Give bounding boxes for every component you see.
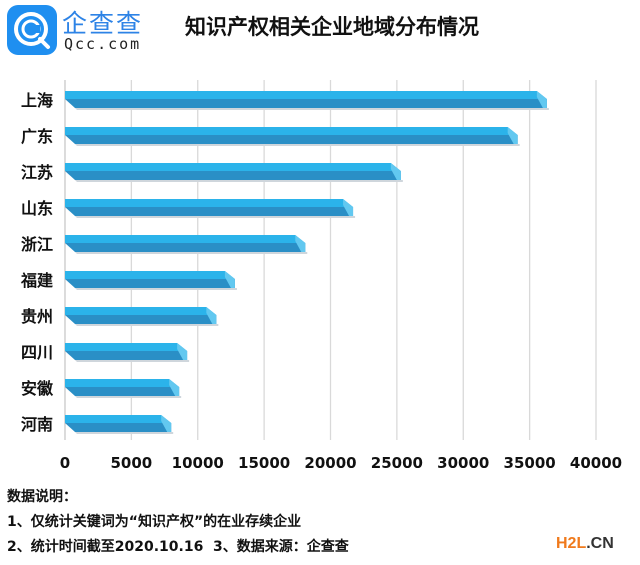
bar-bottom-face xyxy=(65,99,547,108)
bar-end-cap xyxy=(177,343,188,360)
bar xyxy=(65,415,174,434)
category-label: 安徽 xyxy=(21,379,54,398)
data-notes: 数据说明： 1、仅统计关键词为“知识产权”的在业存续企业 2、统计时间截至202… xyxy=(7,485,349,560)
bar-top-face xyxy=(65,415,172,423)
bar-top-face xyxy=(65,163,401,171)
bar-shadow xyxy=(75,396,182,398)
x-tick-label: 15000 xyxy=(238,454,290,472)
bar-bottom-face xyxy=(65,351,188,360)
bar xyxy=(65,271,237,290)
bar-top-face xyxy=(65,271,235,279)
category-label: 四川 xyxy=(21,343,53,362)
bar xyxy=(65,307,219,326)
category-label: 广东 xyxy=(21,127,53,146)
bar-top-face xyxy=(65,343,188,351)
bar-end-cap xyxy=(507,127,518,144)
bar-end-cap xyxy=(536,91,547,108)
notes-line-2: 2、统计时间截至2020.10.16 3、数据来源：企查查 xyxy=(7,539,349,555)
bar-bottom-face xyxy=(65,243,306,252)
bar xyxy=(65,163,403,182)
x-tick-label: 30000 xyxy=(437,454,489,472)
watermark-part1: H2L xyxy=(556,535,587,552)
chart-title: 知识产权相关企业地域分布情况 xyxy=(185,15,479,39)
bar xyxy=(65,91,549,110)
bar-shadow xyxy=(75,360,190,362)
category-label: 贵州 xyxy=(21,307,53,326)
bar-top-face xyxy=(65,199,354,207)
category-label: 上海 xyxy=(21,91,53,110)
bar-bottom-face xyxy=(65,387,180,396)
bar-shadow xyxy=(75,216,356,218)
bar-shadow xyxy=(75,252,308,254)
category-label: 江苏 xyxy=(21,163,53,182)
bar-bottom-face xyxy=(65,315,217,324)
bar xyxy=(65,343,190,362)
bar-bottom-face xyxy=(65,423,172,432)
brand-name-cn: 企查查 xyxy=(62,9,144,38)
watermark: H2L.CN xyxy=(556,535,614,553)
bar xyxy=(65,127,520,146)
watermark-part2: .CN xyxy=(586,535,614,552)
category-label: 福建 xyxy=(20,271,53,290)
bar-shadow xyxy=(75,180,403,182)
qcc-logo-icon xyxy=(7,5,57,55)
bar-end-cap xyxy=(295,235,306,252)
bar-end-cap xyxy=(224,271,235,288)
bar-top-face xyxy=(65,91,547,99)
bar-end-cap xyxy=(161,415,172,432)
notes-heading: 数据说明： xyxy=(7,489,77,505)
bar-bottom-face xyxy=(65,135,518,144)
category-label: 河南 xyxy=(21,415,53,434)
bar-shadow xyxy=(75,432,174,434)
x-tick-label: 35000 xyxy=(504,454,556,472)
bar-shadow xyxy=(75,324,219,326)
x-tick-label: 0 xyxy=(60,454,70,472)
bar-top-face xyxy=(65,307,217,315)
x-tick-label: 20000 xyxy=(304,454,356,472)
bar-end-cap xyxy=(169,379,180,396)
bar-bottom-face xyxy=(65,171,401,180)
category-label: 山东 xyxy=(21,199,53,218)
bar-shadow xyxy=(75,144,520,146)
bar-top-face xyxy=(65,379,180,387)
bar-end-cap xyxy=(206,307,217,324)
bar-end-cap xyxy=(390,163,401,180)
notes-line-1: 1、仅统计关键词为“知识产权”的在业存续企业 xyxy=(7,514,302,530)
bar-bottom-face xyxy=(65,207,354,216)
bar-bottom-face xyxy=(65,279,235,288)
bar-top-face xyxy=(65,127,518,135)
bar xyxy=(65,379,182,398)
bar-shadow xyxy=(75,288,237,290)
x-tick-label: 10000 xyxy=(172,454,224,472)
category-label: 浙江 xyxy=(21,235,53,254)
bar xyxy=(65,199,356,218)
x-tick-label: 25000 xyxy=(371,454,423,472)
x-tick-label: 5000 xyxy=(111,454,153,472)
bar-shadow xyxy=(75,108,549,110)
x-tick-label: 40000 xyxy=(570,454,622,472)
bar-top-face xyxy=(65,235,306,243)
bar-end-cap xyxy=(343,199,354,216)
bar-chart: 0 5000 10000 15000 20000 25000 30000 35000 40000… xyxy=(20,80,622,472)
bar xyxy=(65,235,308,254)
brand-name-en: Qcc.com xyxy=(64,35,142,53)
